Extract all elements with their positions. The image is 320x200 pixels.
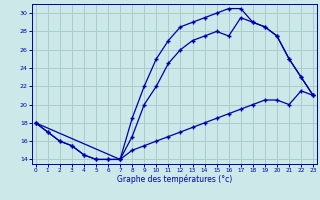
X-axis label: Graphe des températures (°c): Graphe des températures (°c) [117,175,232,184]
